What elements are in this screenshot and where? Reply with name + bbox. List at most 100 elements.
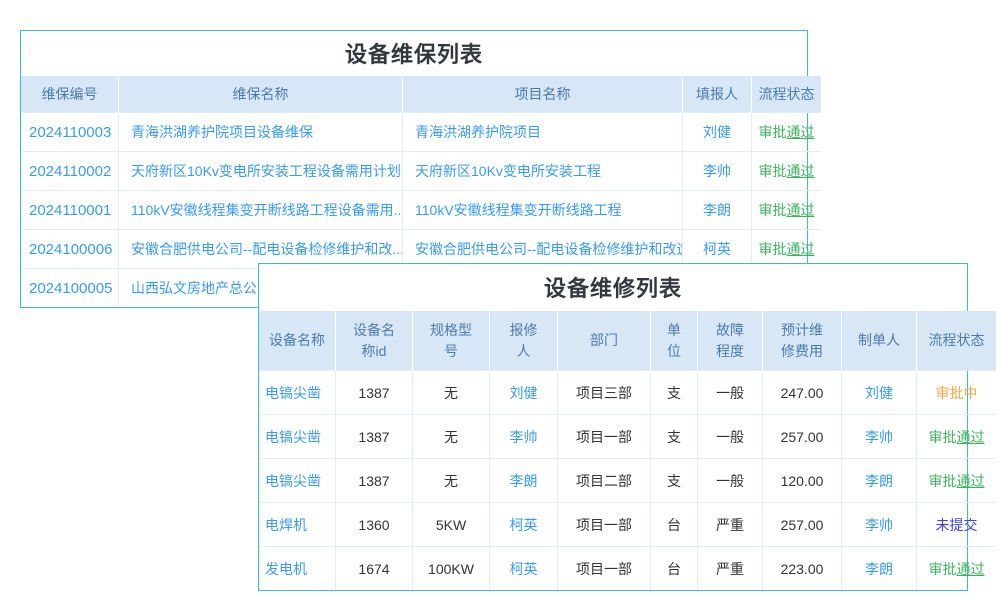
cell-reporter[interactable]: 柯英 [489, 502, 558, 547]
column-header-department: 部门 [557, 311, 651, 371]
status-text: 审批 [928, 560, 957, 577]
column-header-creator: 制单人 [841, 311, 917, 371]
cell-creator[interactable]: 李帅 [841, 414, 917, 459]
cell-device-id: 1387 [335, 370, 413, 415]
cell-device-name[interactable]: 电镐尖凿 [259, 458, 336, 503]
cell-department: 项目三部 [557, 370, 651, 415]
cell-status[interactable]: 审批通过 [916, 414, 996, 459]
status-text-underlined: 通过 [956, 472, 985, 489]
table-row: 电镐尖凿 1387 无李朗 项目二部支一般 120.00 李朗 审批通过 [259, 458, 996, 503]
cell-device-id: 1387 [335, 458, 413, 503]
cell-filler[interactable]: 李帅 [682, 151, 752, 191]
cell-fault-level: 严重 [697, 502, 763, 547]
cell-status[interactable]: 审批通过 [751, 229, 821, 269]
cell-maintenance-name[interactable]: 天府新区10Kv变电所安装工程设备需用计划 [118, 151, 403, 191]
status-text: 审批 [758, 124, 787, 140]
cell-device-name[interactable]: 电镐尖凿 [259, 414, 336, 459]
status-text-underlined: 通过 [786, 163, 815, 179]
cell-project-name[interactable]: 青海洪湖养护院项目 [402, 112, 683, 152]
column-header-reporter: 报修 人 [489, 311, 558, 371]
cell-status[interactable]: 审批通过 [751, 151, 821, 191]
cell-maintenance-name[interactable]: 110kV安徽线程集变开断线路工程设备需用... [118, 190, 403, 230]
cell-creator[interactable]: 李朗 [841, 458, 917, 503]
column-header-fault-level: 故障 程度 [697, 311, 763, 371]
column-header-spec-model: 规格型 号 [412, 311, 490, 371]
status-text-underlined: 通过 [956, 428, 985, 445]
column-header-est-cost: 预计维 修费用 [762, 311, 842, 371]
cell-status[interactable]: 审批通过 [916, 546, 996, 590]
repair-list-panel: 设备维修列表 设备名称 设备名 称id 规格型 号报修 人部门单 位故障 程度 预计维… [258, 263, 996, 591]
status-text: 审批 [758, 241, 787, 257]
cell-est-cost: 120.00 [762, 458, 842, 503]
cell-creator[interactable]: 李朗 [841, 546, 917, 590]
repair-table: 设备名称 设备名 称id 规格型 号报修 人部门单 位故障 程度 预计维 修费用 制单人… [259, 311, 996, 590]
cell-creator[interactable]: 刘健 [841, 370, 917, 415]
cell-maintenance-id[interactable]: 2024100006 [21, 229, 119, 269]
table-row: 2024110001 110kV安徽线程集变开断线路工程设备需用... 110kV安… [21, 190, 821, 230]
cell-status[interactable]: 审批通过 [751, 190, 821, 230]
column-header-device-id: 设备名 称id [335, 311, 413, 371]
cell-reporter[interactable]: 刘健 [489, 370, 558, 415]
cell-spec-model: 无 [412, 458, 490, 503]
cell-maintenance-id[interactable]: 2024110003 [21, 112, 119, 152]
cell-maintenance-id[interactable]: 2024110002 [21, 151, 119, 191]
table-row: 电镐尖凿 1387 无刘健 项目三部支一般 247.00 刘健 审批中 [259, 370, 996, 415]
cell-est-cost: 257.00 [762, 502, 842, 547]
cell-project-name[interactable]: 天府新区10Kv变电所安装工程 [402, 151, 683, 191]
column-header-unit: 单 位 [650, 311, 698, 371]
maintenance-list-title: 设备维保列表 [344, 42, 483, 67]
maintenance-list-panel: 设备维保列表 维保编号 维保名称 项目名称 填报人 流程状态 2024110003 青海洪… [20, 30, 821, 308]
table-row: 电镐尖凿 1387 无李帅 项目一部支一般 257.00 李帅 审批通过 [259, 414, 996, 459]
cell-device-name[interactable]: 电镐尖凿 [259, 370, 336, 415]
cell-device-name[interactable]: 电焊机 [259, 502, 336, 547]
column-header-project-name: 项目名称 [402, 76, 683, 113]
maintenance-table-body: 2024110003 青海洪湖养护院项目设备维保 青海洪湖养护院项目 刘健 审批通过 20… [21, 112, 821, 307]
cell-reporter[interactable]: 柯英 [489, 546, 558, 590]
cell-status[interactable]: 审批中 [916, 370, 996, 415]
repair-table-head: 设备名称 设备名 称id 规格型 号报修 人部门单 位故障 程度 预计维 修费用 制单人… [259, 311, 996, 371]
status-text-underlined: 通过 [786, 124, 815, 140]
cell-project-name[interactable]: 110kV安徽线程集变开断线路工程 [402, 190, 683, 230]
status-text: 审批 [758, 163, 787, 179]
maintenance-table-head: 维保编号 维保名称 项目名称 填报人 流程状态 [21, 76, 821, 113]
column-header-device-name: 设备名称 [259, 311, 336, 371]
cell-unit: 台 [650, 502, 698, 547]
cell-filler[interactable]: 柯英 [682, 229, 752, 269]
cell-maintenance-name[interactable]: 青海洪湖养护院项目设备维保 [118, 112, 403, 152]
cell-device-name[interactable]: 发电机 [259, 546, 336, 590]
cell-est-cost: 257.00 [762, 414, 842, 459]
cell-spec-model: 100KW [412, 546, 490, 590]
cell-fault-level: 一般 [697, 370, 763, 415]
header-row: 维保编号 维保名称 项目名称 填报人 流程状态 [21, 76, 821, 113]
cell-spec-model: 5KW [412, 502, 490, 547]
cell-status[interactable]: 未提交 [916, 502, 996, 547]
repair-table-body: 电镐尖凿 1387 无刘健 项目三部支一般 247.00 刘健 审批中 电镐尖凿 1387 无李帅… [259, 370, 996, 590]
cell-department: 项目一部 [557, 546, 651, 590]
status-text-underlined: 通过 [786, 241, 815, 257]
cell-spec-model: 无 [412, 414, 490, 459]
cell-filler[interactable]: 刘健 [682, 112, 752, 152]
column-header-maintenance-id: 维保编号 [21, 76, 119, 113]
cell-device-id: 1387 [335, 414, 413, 459]
cell-creator[interactable]: 李帅 [841, 502, 917, 547]
table-row: 电焊机 1360 5KW 柯英 项目一部台严重 257.00 李帅 未提交 [259, 502, 996, 547]
cell-maintenance-id[interactable]: 2024100005 [21, 268, 119, 307]
cell-fault-level: 一般 [697, 414, 763, 459]
cell-status[interactable]: 审批通过 [916, 458, 996, 503]
cell-reporter[interactable]: 李帅 [489, 414, 558, 459]
cell-est-cost: 247.00 [762, 370, 842, 415]
cell-reporter[interactable]: 李朗 [489, 458, 558, 503]
maintenance-table: 维保编号 维保名称 项目名称 填报人 流程状态 2024110003 青海洪湖养护院项目设… [21, 76, 821, 307]
header-row: 设备名称 设备名 称id 规格型 号报修 人部门单 位故障 程度 预计维 修费用 制单人… [259, 311, 996, 371]
cell-filler[interactable]: 李朗 [682, 190, 752, 230]
table-row: 发电机 1674 100KW 柯英 项目一部台严重 223.00 李朗 审批通过 [259, 546, 996, 590]
cell-status[interactable]: 审批通过 [751, 112, 821, 152]
cell-device-id: 1674 [335, 546, 413, 590]
cell-unit: 支 [650, 370, 698, 415]
status-text: 审批 [928, 472, 957, 489]
cell-maintenance-id[interactable]: 2024110001 [21, 190, 119, 230]
table-row: 2024100006 安徽合肥供电公司--配电设备检修维护和改... 安徽合肥供电公… [21, 229, 821, 269]
cell-project-name[interactable]: 安徽合肥供电公司--配电设备检修维护和改造 [402, 229, 683, 269]
cell-maintenance-name[interactable]: 安徽合肥供电公司--配电设备检修维护和改... [118, 229, 403, 269]
cell-fault-level: 一般 [697, 458, 763, 503]
